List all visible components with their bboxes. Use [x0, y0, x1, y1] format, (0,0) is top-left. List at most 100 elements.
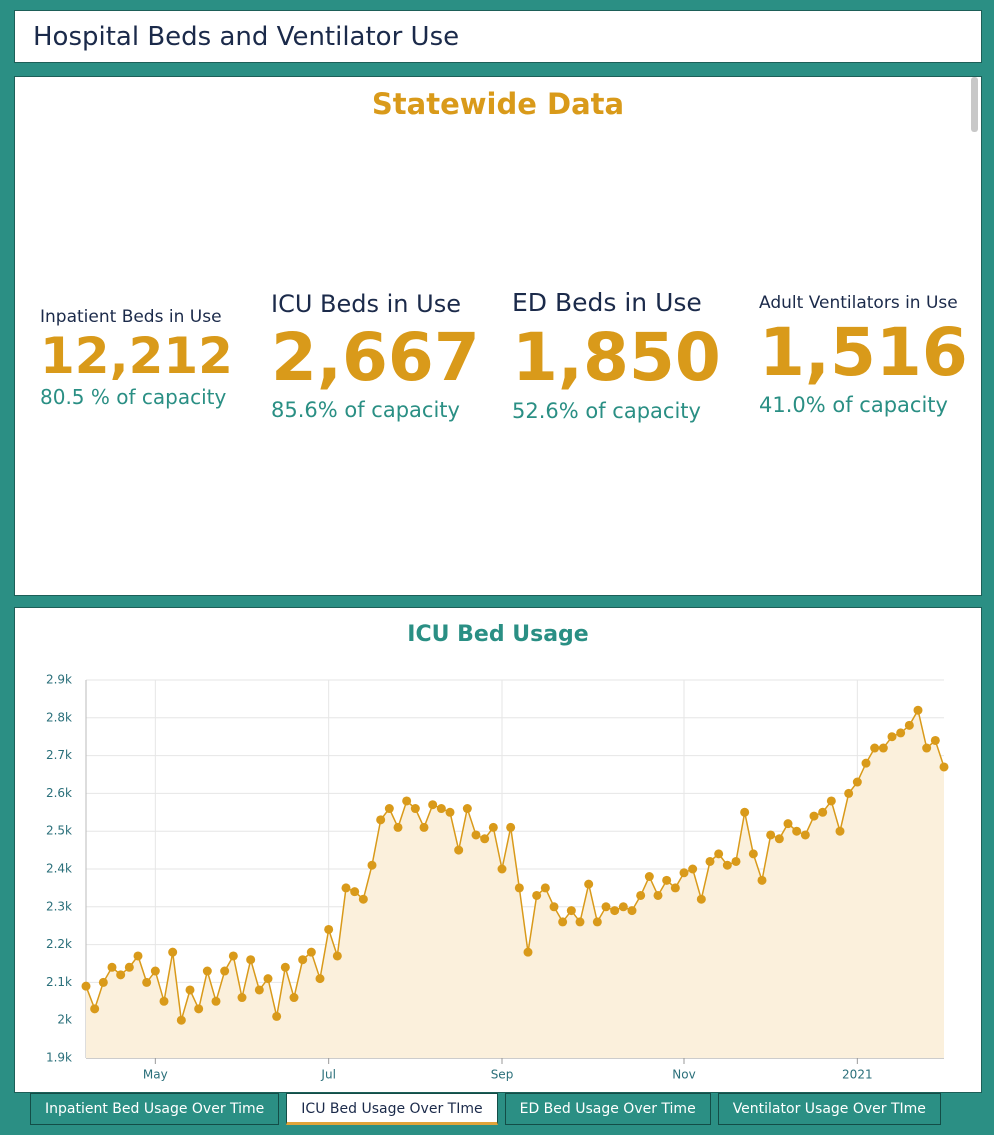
point [246, 955, 256, 965]
point [211, 996, 221, 1006]
point [410, 804, 420, 814]
stats-panel: Statewide Data Inpatient Beds in Use 12,2… [14, 76, 982, 596]
stats-title: Statewide Data [371, 87, 625, 121]
point [662, 875, 672, 885]
point [98, 977, 108, 987]
point [81, 981, 91, 991]
point [142, 977, 152, 987]
x-tick-label: Nov [672, 1068, 695, 1082]
stat-capacity: 52.6% of capacity [512, 399, 701, 423]
stat-capacity: 80.5 % of capacity [40, 385, 227, 409]
stat-label: ICU Beds in Use [271, 290, 461, 318]
point [766, 830, 776, 840]
point [878, 743, 888, 753]
point [228, 951, 238, 961]
y-tick-label: 2.4k [46, 862, 72, 876]
point [124, 962, 134, 972]
point [462, 804, 472, 814]
point [90, 1004, 100, 1014]
stat-capacity: 85.6% of capacity [271, 398, 460, 422]
point [150, 966, 160, 976]
point [826, 796, 836, 806]
chart-title: ICU Bed Usage [407, 622, 588, 647]
point [592, 917, 602, 927]
point [670, 883, 680, 893]
tab[interactable]: ED Bed Usage Over Time [504, 1093, 711, 1125]
y-tick-label: 2.5k [46, 824, 72, 838]
point [913, 705, 923, 715]
point [748, 849, 758, 859]
point [887, 732, 897, 742]
stat: Adult Ventilators in Use 1,516 41.0% of ca… [759, 293, 968, 417]
point [298, 955, 308, 965]
y-tick-label: 1.9k [46, 1051, 72, 1065]
point [116, 970, 126, 980]
point [792, 826, 802, 836]
y-tick-label: 2.7k [46, 748, 72, 762]
point [566, 906, 576, 916]
tab[interactable]: Inpatient Bed Usage Over Time [30, 1093, 280, 1125]
y-tick-label: 2.9k [46, 673, 72, 687]
point [939, 762, 949, 772]
point [393, 822, 403, 832]
point [618, 902, 628, 912]
point [584, 879, 594, 889]
point [332, 951, 342, 961]
point [653, 890, 663, 900]
chart: ICU Bed Usage 1.9k 2k 2.1k 2.2k 2.3k 2.4k 2.5k… [46, 622, 949, 1082]
point [376, 815, 386, 825]
point [220, 966, 230, 976]
line [85, 708, 945, 1021]
tab[interactable]: ICU Bed Usage Over TIme [286, 1093, 498, 1125]
point [133, 951, 143, 961]
tab[interactable]: Ventilator Usage Over TIme [717, 1093, 941, 1125]
point [532, 890, 542, 900]
stat-label: Inpatient Beds in Use [40, 307, 222, 327]
point [679, 868, 689, 878]
point [610, 906, 620, 916]
stat: ED Beds in Use 1,850 52.6% of capacity [512, 288, 721, 423]
point [523, 947, 533, 957]
point [419, 822, 429, 832]
point [497, 864, 507, 874]
point [471, 830, 481, 840]
point [315, 974, 325, 984]
point [644, 872, 654, 882]
point [280, 962, 290, 972]
point [896, 728, 906, 738]
point [627, 906, 637, 916]
point [176, 1015, 186, 1025]
tab-bar: Inpatient Bed Usage Over Time ICU Bed Usa… [30, 1093, 941, 1125]
point [558, 917, 568, 927]
point [575, 917, 585, 927]
point [688, 864, 698, 874]
y-tick-label: 2k [57, 1013, 72, 1027]
point [731, 856, 741, 866]
point [254, 985, 264, 995]
point [514, 883, 524, 893]
x-tick-label: Sep [491, 1068, 514, 1082]
point [757, 875, 767, 885]
x-tick-label: May [143, 1068, 168, 1082]
point [367, 860, 377, 870]
point [324, 924, 334, 934]
point [844, 788, 854, 798]
header: Hospital Beds and Ventilator Use [14, 10, 982, 63]
point [202, 966, 212, 976]
point [696, 894, 706, 904]
point [289, 993, 299, 1003]
point [350, 887, 360, 897]
stat-value: 2,667 [271, 319, 480, 396]
stat-label: Adult Ventilators in Use [759, 293, 958, 313]
point [870, 743, 880, 753]
point [922, 743, 932, 753]
point [185, 985, 195, 995]
point [835, 826, 845, 836]
point [263, 974, 273, 984]
point [306, 947, 316, 957]
chart-panel: ICU Bed Usage 1.9k 2k 2.1k 2.2k 2.3k 2.4k 2.5k… [14, 607, 982, 1093]
y-tick-label: 2.1k [46, 975, 72, 989]
point [774, 834, 784, 844]
point [783, 819, 793, 829]
